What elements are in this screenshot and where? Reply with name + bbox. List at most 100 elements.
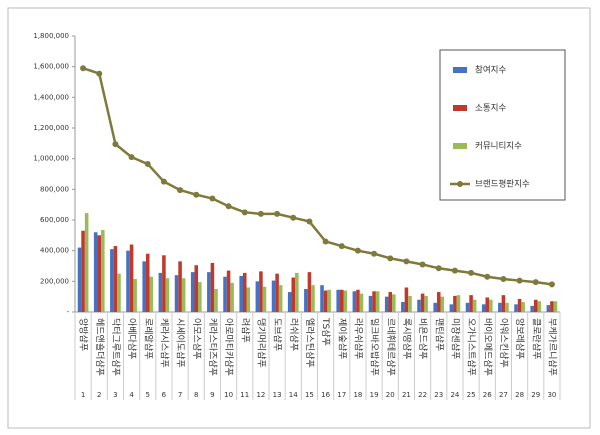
x-tick-label: 케라시스샴푸 [158,318,169,368]
bar [113,246,118,312]
bar [465,302,470,312]
y-tick-label: 600,000 [40,216,69,224]
line-marker [144,161,151,168]
bar [149,276,154,312]
bar [449,304,454,312]
rank-label: 27 [499,391,508,399]
bar [174,275,179,312]
x-tick-label: 아로마티카샴푸 [223,318,234,376]
bar [481,304,486,312]
bar [84,213,89,312]
bar [311,285,315,312]
x-tick-label: 헤드앤숄더샴푸 [94,318,106,376]
bar [469,295,473,312]
bar [327,289,331,312]
bar [181,278,186,312]
bar [194,265,199,312]
bar [453,295,457,312]
line-marker [112,141,119,148]
line-marker [403,258,410,265]
line-marker [193,191,200,198]
bar [408,295,412,312]
bar [372,291,376,312]
bar [117,273,121,312]
line-marker [225,203,232,210]
rank-label: 14 [289,391,298,399]
bar [158,272,163,312]
y-tick-label: 1,800,000 [33,32,69,40]
bar [424,295,428,312]
x-tick-label: 제이숲샴푸 [336,318,347,359]
rank-label: 29 [531,391,540,399]
bar [546,305,551,312]
bar [498,302,502,312]
rank-label: 22 [418,391,427,399]
bar [142,261,146,312]
bar [404,287,409,312]
bar [101,229,105,312]
line-marker [532,279,539,286]
bar [278,285,283,312]
legend-label: 커뮤니티지수 [475,141,522,152]
line-marker [274,210,281,217]
bar [207,272,211,312]
line-marker [306,218,313,225]
rank-label: 6 [162,391,167,399]
legend-box [439,49,566,201]
line-marker [500,276,507,283]
x-tick-label: 아모스샴푸 [191,318,202,359]
x-tick-label: 아워스킨샴푸 [498,318,509,368]
x-tick-label: 팬틴샴푸 [433,318,444,351]
rank-label: 9 [210,391,214,399]
x-tick-label: 도브샴푸 [272,318,283,351]
rank-label: 17 [337,391,346,399]
x-tick-label: 라우쉬샴푸 [352,318,363,359]
bar [356,289,360,312]
bar [533,299,538,312]
bar [456,295,461,312]
rank-label: 3 [113,391,117,399]
rank-label: 24 [450,391,459,399]
line-marker [354,247,361,254]
bar [320,285,324,312]
x-tick-label: 러쉬샴푸 [288,318,299,351]
bar [359,293,364,312]
x-tick-label: 로레알샴푸 [142,318,153,359]
y-tick-label: 200,000 [40,277,69,285]
bar [93,232,98,312]
line-marker [96,70,103,77]
y-tick-label: 1,200,000 [33,124,69,132]
rank-label: 7 [178,391,182,399]
x-tick-label: 부케가르니샴푸 [546,318,557,376]
bar [343,290,348,312]
bar [514,304,518,312]
y-tick-label: 800,000 [40,185,69,193]
bar [255,281,260,312]
line-marker [209,195,216,202]
line-marker [516,277,523,284]
bar [304,289,308,312]
line-marker [451,267,458,274]
rank-label: 13 [273,391,282,399]
legend-swatch [453,105,467,111]
bar [226,270,231,312]
x-tick-label: 려샴푸 [239,318,250,343]
bar [126,250,130,312]
bar [375,291,380,312]
bar [210,262,215,312]
bar [517,298,522,312]
rank-label: 12 [256,391,265,399]
rank-label: 21 [402,391,411,399]
bar [485,297,490,312]
bar [307,272,312,312]
x-tick-label: 오가니스트샴푸 [466,318,477,376]
x-tick-label: 르네휘테르샴푸 [385,318,396,376]
bar [336,289,340,312]
bar [392,294,396,312]
rank-label: 8 [194,391,198,399]
bar [81,230,85,312]
rank-label: 18 [353,391,362,399]
bar [145,253,150,312]
line-marker [387,255,394,262]
